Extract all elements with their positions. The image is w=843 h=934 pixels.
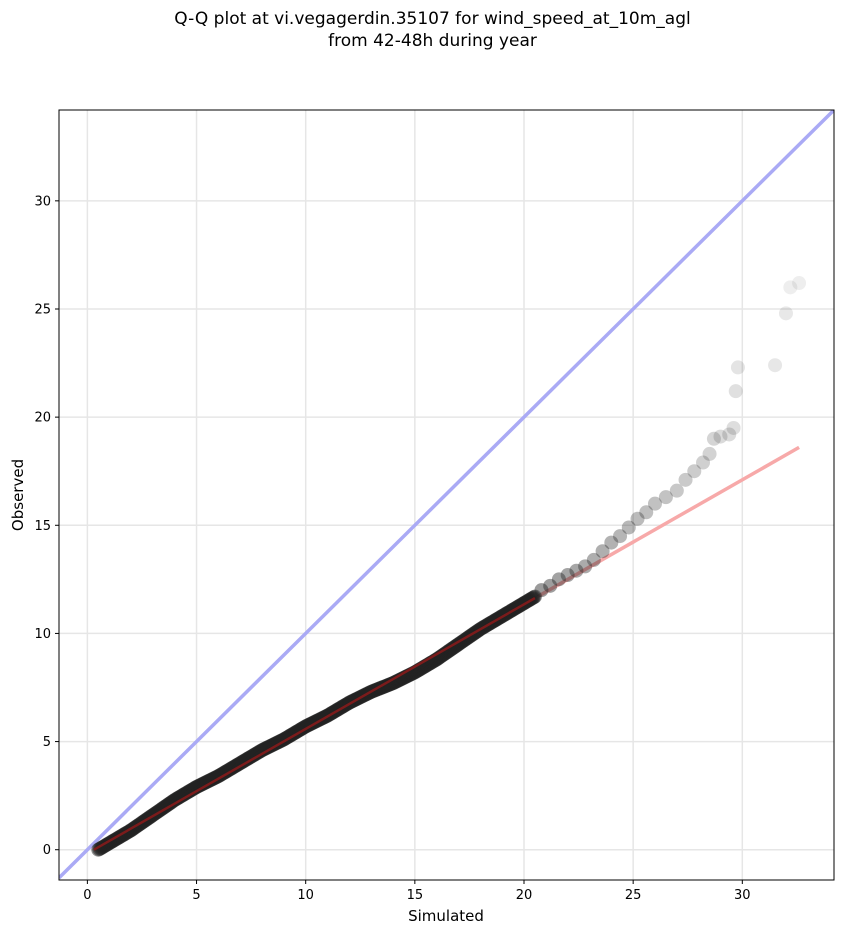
fit-line-dense-segment bbox=[93, 597, 536, 851]
qq-tail-point bbox=[728, 384, 743, 399]
y-tick-label: 30 bbox=[34, 194, 51, 209]
x-tick-label: 0 bbox=[83, 888, 91, 903]
chart-title-line-1: Q-Q plot at vi.vegagerdin.35107 for wind… bbox=[174, 9, 691, 29]
qq-tail-point bbox=[713, 429, 728, 444]
y-tick-label: 25 bbox=[34, 302, 51, 317]
qq-tail-point bbox=[578, 559, 593, 574]
y-axis-label: Observed bbox=[9, 459, 27, 531]
qq-tail-point bbox=[613, 529, 628, 544]
qq-tail-point bbox=[722, 427, 737, 442]
x-tick-label: 20 bbox=[516, 888, 533, 903]
qq-tail-point bbox=[630, 511, 645, 526]
y-tick-label: 5 bbox=[43, 735, 51, 750]
y-tick-label: 15 bbox=[34, 519, 51, 534]
x-tick-label: 10 bbox=[297, 888, 314, 903]
chart-title-line-2: from 42-48h during year bbox=[328, 31, 537, 51]
qq-tail-point bbox=[569, 563, 584, 578]
qq-tail-point bbox=[678, 472, 693, 487]
qq-tail-point bbox=[783, 280, 798, 295]
y-tick-label: 0 bbox=[43, 843, 51, 858]
qq-tail-point bbox=[696, 455, 711, 470]
qq-tail-point bbox=[551, 572, 566, 587]
qq-tail-point bbox=[658, 490, 673, 505]
qq-tail-point bbox=[604, 535, 619, 550]
qq-tail-point bbox=[792, 276, 807, 291]
qq-tail-point bbox=[706, 431, 721, 446]
y-tick-label: 10 bbox=[34, 627, 51, 642]
qq-tail-point bbox=[702, 446, 717, 461]
qq-tail-point bbox=[768, 358, 783, 373]
identity-line bbox=[59, 110, 834, 880]
qq-tail-point bbox=[639, 505, 654, 520]
qq-tail-point bbox=[595, 544, 610, 559]
qq-tail-point bbox=[669, 483, 684, 498]
qq-tail-point bbox=[687, 464, 702, 479]
plot-area-frame bbox=[58, 109, 835, 881]
x-tick-label: 15 bbox=[407, 888, 424, 903]
x-tick-label: 25 bbox=[625, 888, 642, 903]
qq-tail-point bbox=[543, 578, 558, 593]
qq-tail-point bbox=[730, 360, 745, 375]
x-tick-label: 5 bbox=[192, 888, 200, 903]
x-tick-label: 30 bbox=[734, 888, 751, 903]
qq-tail-point bbox=[586, 552, 601, 567]
chart-title: Q-Q plot at vi.vegagerdin.35107 for wind… bbox=[0, 8, 843, 52]
qq-tail-point bbox=[560, 568, 575, 583]
qq-tail-point bbox=[534, 583, 549, 598]
qq-tail-point bbox=[726, 420, 741, 435]
qq-tail-point bbox=[621, 520, 636, 535]
y-tick-label: 20 bbox=[34, 411, 51, 426]
qq-tail-point bbox=[647, 496, 662, 511]
qq-tail-point bbox=[778, 306, 793, 321]
x-axis-label: Simulated bbox=[408, 907, 484, 925]
